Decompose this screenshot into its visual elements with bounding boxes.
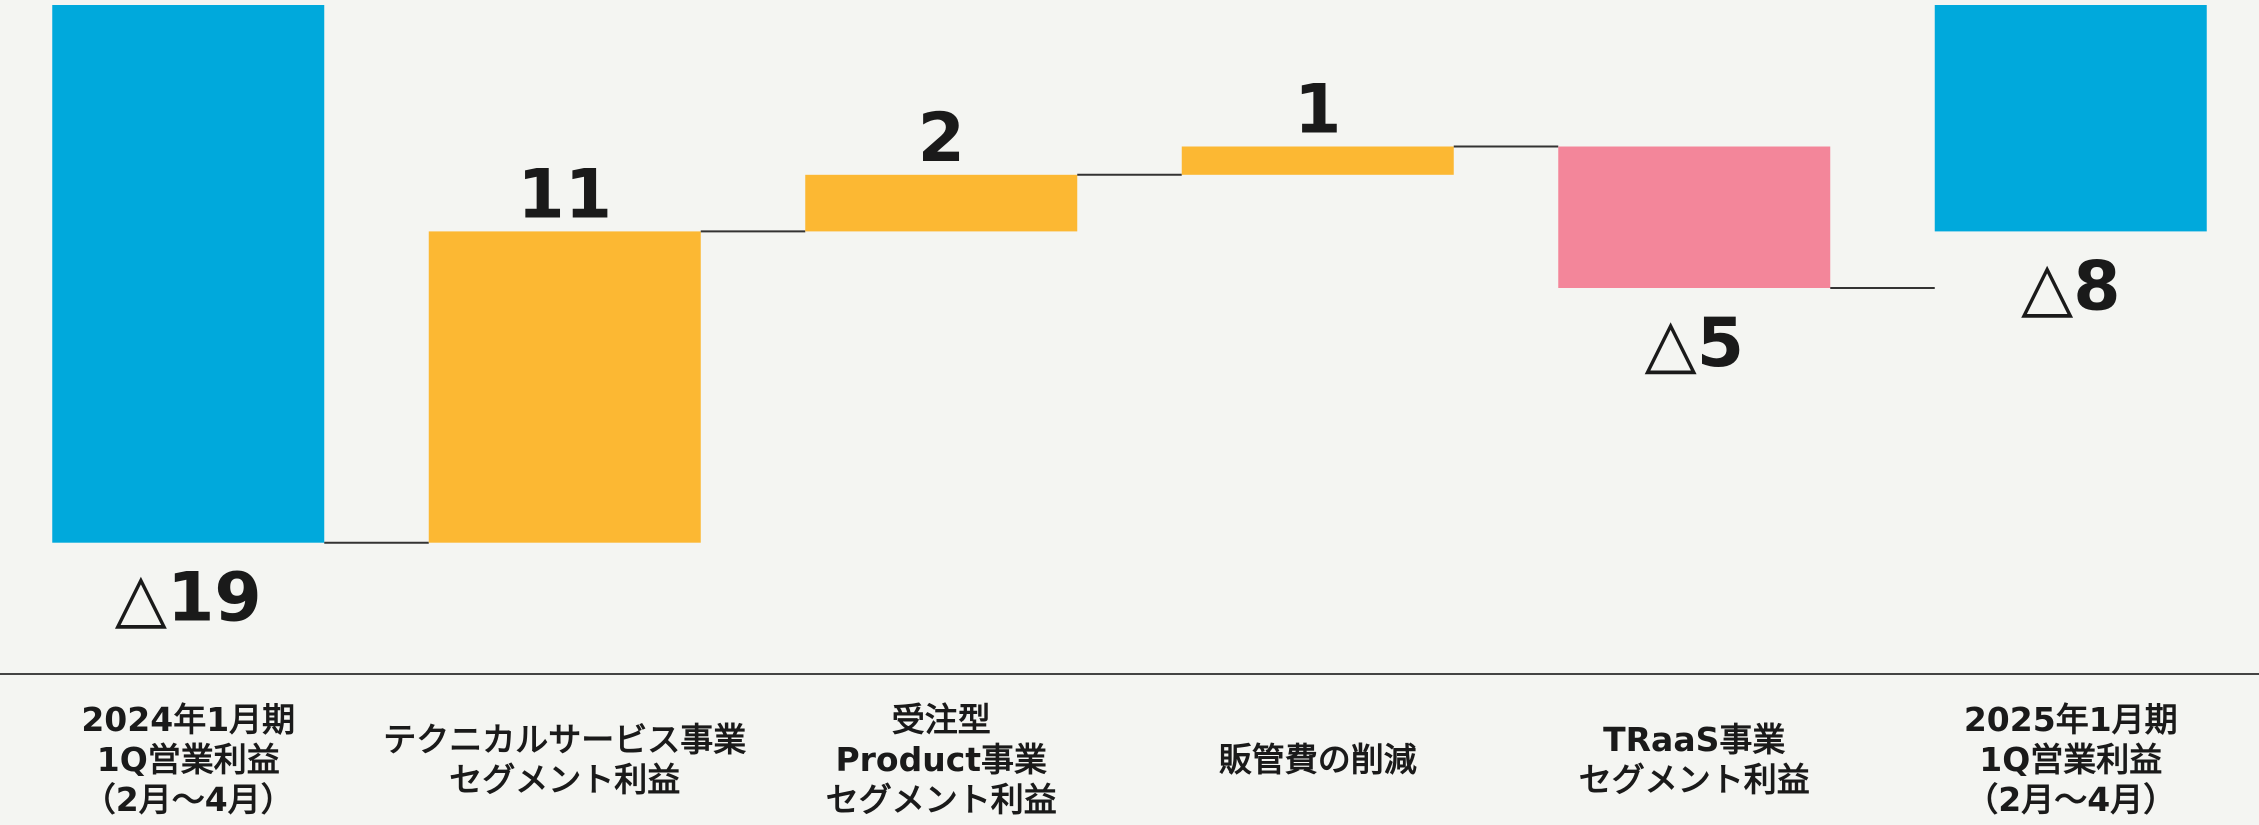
category-label-line: 2024年1月期 — [81, 700, 295, 739]
category-label-3: 販管費の削減 — [1219, 740, 1417, 779]
value-label-3: 1 — [1294, 71, 1341, 150]
value-label-1: 11 — [517, 155, 612, 234]
value-label-0: △19 — [115, 559, 262, 638]
category-label-line: 販管費の削減 — [1219, 740, 1417, 779]
category-label-line: 2025年1月期 — [1964, 700, 2178, 739]
bar-5 — [1934, 5, 2207, 232]
value-label-2: 2 — [918, 99, 965, 178]
category-label-line: Product事業 — [835, 740, 1047, 779]
category-label-line: 1Q営業利益 — [97, 740, 280, 779]
category-label-line: セグメント利益 — [1579, 760, 1810, 799]
category-label-line: セグメント利益 — [826, 780, 1057, 819]
category-label-2: 受注型 Product事業セグメント利益 — [826, 700, 1057, 819]
category-label-4: TRaaS事業セグメント利益 — [1579, 720, 1810, 799]
bar-4 — [1558, 146, 1831, 288]
bar-1 — [428, 231, 701, 543]
category-label-5: 2025年1月期 1Q営業利益（2月〜4月） — [1964, 700, 2178, 819]
category-label-0: 2024年1月期 1Q営業利益（2月〜4月） — [81, 700, 295, 819]
category-label-line: TRaaS事業 — [1603, 720, 1785, 759]
category-label-line: （2月〜4月） — [83, 780, 294, 819]
category-label-line: （2月〜4月） — [1965, 780, 2176, 819]
category-label-line: 受注型 — [892, 700, 991, 739]
category-label-1: テクニカルサービス事業セグメント利益 — [383, 720, 746, 799]
category-label-line: 1Q営業利益 — [1979, 740, 2162, 779]
category-label-line: セグメント利益 — [449, 760, 680, 799]
bar-2 — [805, 174, 1078, 232]
category-label-line: テクニカルサービス事業 — [383, 720, 746, 759]
value-label-5: △8 — [2021, 247, 2121, 326]
bar-0 — [52, 5, 325, 543]
bar-3 — [1181, 146, 1454, 175]
value-label-4: △5 — [1644, 304, 1744, 383]
